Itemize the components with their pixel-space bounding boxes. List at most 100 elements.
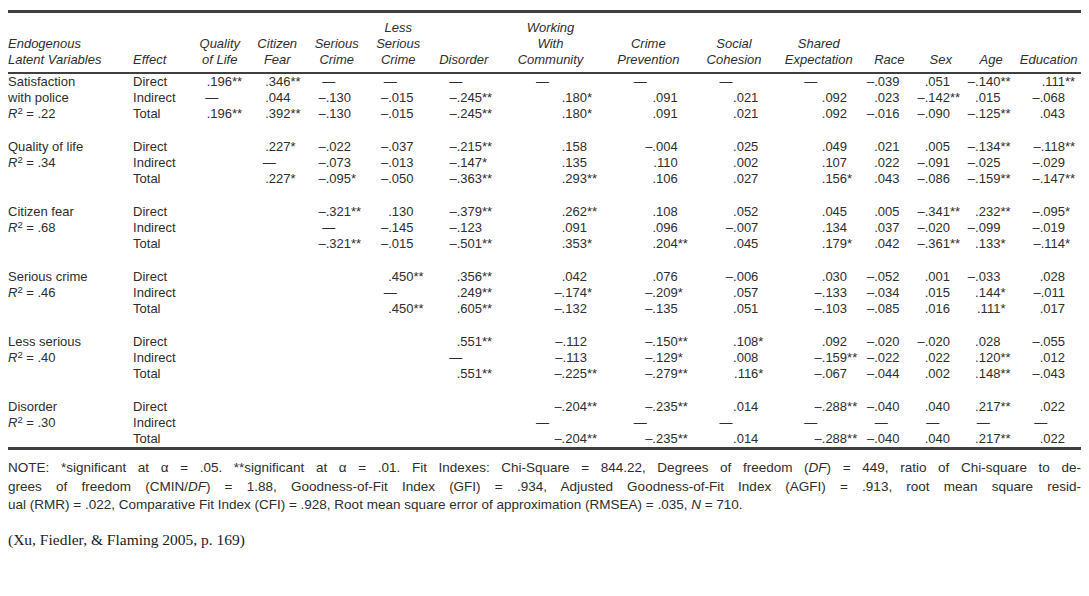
column-header-less-serious-crime: LessSeriousCrime [367,12,430,74]
value-cell-quality-of-life [192,285,248,301]
value-cell-race: .043 [863,171,915,187]
value-cell-less-serious-crime: .130 [367,187,430,220]
value-cell-sex: .005 [916,122,966,155]
note-line: grees of freedom (CMIN/DF) = 1.88, Goodn… [8,478,1081,497]
value-cell-quality-of-life [192,382,248,415]
value-cell-crime-prevention: .091 [603,90,694,106]
value-cell-citizen-fear: .227* [248,171,306,187]
value-cell-crime-prevention: –.279** [603,366,694,382]
value-cell-social-cohesion: — [694,415,775,431]
effect-label: Total [133,106,191,122]
value-cell-age: .133* [966,236,1016,252]
value-cell-age: .028 [966,317,1016,350]
value-cell-working-with-community: –.204** [498,382,603,415]
value-cell-shared-expectation: .045 [774,187,863,220]
value-cell-shared-expectation: .092 [774,106,863,122]
value-cell-working-with-community: .158 [498,122,603,155]
value-cell-working-with-community: .135 [498,155,603,171]
value-cell-age: — [966,415,1016,431]
value-cell-working-with-community: .262** [498,187,603,220]
value-cell-working-with-community: –.204** [498,431,603,449]
column-header-crime-prevention: CrimePrevention [603,12,694,74]
value-cell-disorder: — [430,73,499,90]
note-line: ual (RMR) = .022, Comparative Fit Index … [8,496,1081,515]
value-cell-citizen-fear [248,187,306,220]
value-cell-serious-crime [306,285,367,301]
value-cell-shared-expectation: .092 [774,90,863,106]
value-cell-social-cohesion: –.007 [694,220,775,236]
value-cell-quality-of-life: .196** [192,106,248,122]
value-cell-disorder [430,382,499,415]
column-header-sex: Sex [916,12,966,74]
value-cell-crime-prevention: –.235** [603,431,694,449]
value-cell-race: –.034 [863,285,915,301]
value-cell-social-cohesion: .052 [694,187,775,220]
value-cell-race: –.044 [863,366,915,382]
value-cell-race: .023 [863,90,915,106]
value-cell-citizen-fear: .044 [248,90,306,106]
value-cell-serious-crime: –.321** [306,236,367,252]
value-cell-race: –.040 [863,431,915,449]
value-cell-age: .217** [966,382,1016,415]
value-cell-crime-prevention: –.004 [603,122,694,155]
value-cell-shared-expectation: — [774,415,863,431]
value-cell-race: –.016 [863,106,915,122]
value-cell-sex: –.090 [916,106,966,122]
effect-label: Indirect [133,285,191,301]
value-cell-serious-crime [306,350,367,366]
effect-label: Direct [133,187,191,220]
value-cell-shared-expectation: –.103 [774,301,863,317]
column-header-disorder: Disorder [430,12,499,74]
effect-label: Total [133,431,191,449]
value-cell-serious-crime: — [306,220,367,236]
value-cell-less-serious-crime [367,317,430,350]
value-cell-citizen-fear [248,220,306,236]
value-cell-education: .012 [1016,350,1081,366]
value-cell-race: .037 [863,220,915,236]
effect-label: Indirect [133,415,191,431]
value-cell-sex: — [916,415,966,431]
value-cell-education: –.147** [1016,171,1081,187]
value-cell-working-with-community: .353* [498,236,603,252]
value-cell-working-with-community: .180* [498,106,603,122]
value-cell-crime-prevention: .204** [603,236,694,252]
value-cell-age: .217** [966,431,1016,449]
variable-label: Serious crimeR2 = .46 [8,252,133,317]
value-cell-disorder: .249** [430,285,499,301]
citation: (Xu, Fiedler, & Flaming 2005, p. 169) [8,531,1081,549]
value-cell-age: .015 [966,90,1016,106]
table-note: NOTE: *significant at α = .05. **signifi… [8,459,1081,515]
variable-label: Satisfactionwith policeR2 = .22 [8,73,133,122]
note-line: NOTE: *significant at α = .05. **signifi… [8,459,1081,478]
value-cell-serious-crime: –.130 [306,90,367,106]
value-cell-shared-expectation: .156* [774,171,863,187]
value-cell-sex: –.091 [916,155,966,171]
value-cell-crime-prevention: .076 [603,252,694,285]
value-cell-race: –.039 [863,73,915,90]
value-cell-citizen-fear [248,317,306,350]
value-cell-race: –.020 [863,317,915,350]
row-header-endogenous-latent-variables: EndogenousLatent Variables [8,12,133,74]
value-cell-age: .120** [966,350,1016,366]
value-cell-less-serious-crime: –.050 [367,171,430,187]
value-cell-disorder: –.379** [430,187,499,220]
value-cell-working-with-community: –.174* [498,285,603,301]
value-cell-crime-prevention: .096 [603,220,694,236]
value-cell-working-with-community: –.112 [498,317,603,350]
value-cell-working-with-community: .293** [498,171,603,187]
value-cell-quality-of-life [192,252,248,285]
value-cell-quality-of-life [192,236,248,252]
column-header-quality-of-life: Qualityof Life [192,12,248,74]
value-cell-less-serious-crime: — [367,73,430,90]
value-cell-working-with-community: –.225** [498,366,603,382]
value-cell-sex: –.020 [916,220,966,236]
value-cell-social-cohesion: .116* [694,366,775,382]
value-cell-serious-crime [306,366,367,382]
value-cell-social-cohesion: .025 [694,122,775,155]
value-cell-quality-of-life [192,415,248,431]
value-cell-serious-crime [306,317,367,350]
value-cell-citizen-fear [248,366,306,382]
value-cell-disorder [430,431,499,449]
value-cell-working-with-community: — [498,73,603,90]
value-cell-education: .022 [1016,382,1081,415]
